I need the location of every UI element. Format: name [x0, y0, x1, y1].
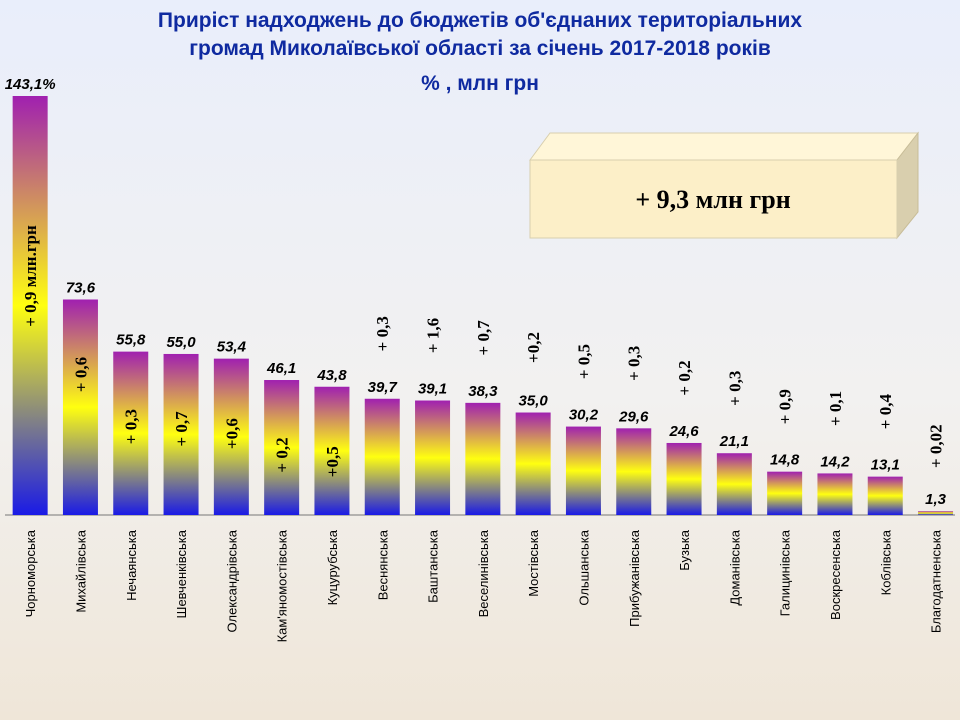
x-tick-label: Ольшанська: [576, 529, 591, 605]
value-label: 43,8: [316, 367, 347, 384]
x-tick-label: Михайлівська: [73, 529, 88, 612]
increase-label: + 0,02: [927, 424, 946, 468]
increase-label: + 0,5: [574, 344, 593, 379]
increase-label: + 0,2: [675, 360, 694, 395]
x-tick-label: Баштанська: [426, 529, 441, 603]
increase-label: + 0,2: [273, 437, 292, 472]
increase-label: + 0,3: [725, 371, 744, 406]
x-tick-label: Коблівська: [878, 529, 893, 595]
bar: [264, 380, 300, 515]
value-label: 29,6: [618, 408, 649, 425]
increase-label: +0,5: [323, 446, 342, 477]
bar: [113, 351, 149, 515]
bar: [415, 400, 451, 515]
bar: [515, 412, 551, 515]
bar: [62, 299, 98, 515]
value-label: 38,3: [468, 383, 498, 400]
value-label: 53,4: [217, 339, 247, 356]
increase-label: + 0,1: [826, 391, 845, 426]
x-tick-label: Олександрівська: [224, 529, 239, 632]
x-tick-label: Веселинівська: [476, 529, 491, 617]
increase-label: + 0,3: [373, 316, 392, 351]
x-tick-label: Воскресенська: [828, 529, 843, 620]
bar: [616, 428, 652, 515]
bar: [716, 453, 752, 515]
bar: [767, 471, 803, 515]
value-label: 1,3: [925, 491, 947, 508]
value-label: 143,1%: [5, 76, 56, 93]
bar: [918, 511, 954, 515]
value-label: 35,0: [519, 393, 549, 410]
increase-label: +0,6: [222, 418, 241, 449]
increase-label: +0,2: [524, 332, 543, 363]
x-tick-label: Доманівська: [727, 529, 742, 605]
bar: [12, 96, 48, 515]
bar: [314, 386, 350, 515]
value-label: 21,1: [719, 433, 749, 450]
x-tick-label: Благодатненська: [929, 529, 944, 633]
value-label: 46,1: [266, 360, 296, 377]
x-tick-label: Бузька: [677, 529, 692, 570]
x-tick-label: Веснянська: [375, 529, 390, 600]
x-tick-label: Шевченківська: [174, 529, 189, 618]
increase-label: + 0,3: [625, 346, 644, 381]
value-label: 39,7: [368, 379, 398, 396]
bar: [565, 426, 601, 515]
x-tick-label: Галицинівська: [778, 529, 793, 616]
value-label: 24,6: [668, 423, 699, 440]
increase-label: + 0,3: [122, 409, 141, 444]
increase-label: + 0,4: [876, 394, 895, 430]
total-label: + 9,3 млн грн: [635, 185, 790, 214]
chart-subtitle: % , млн грн: [421, 72, 539, 95]
value-label: 14,8: [770, 452, 800, 469]
total-box: + 9,3 млн грн: [529, 131, 920, 240]
increase-label: + 0,9 млн.грн: [21, 225, 40, 327]
bar: [867, 476, 903, 515]
chart-title: Приріст надходжень до бюджетів об'єднани…: [158, 9, 802, 60]
bar: [817, 473, 853, 515]
value-label: 30,2: [569, 407, 599, 424]
increase-label: + 0,6: [71, 357, 90, 392]
increase-label: + 1,6: [424, 318, 443, 353]
bar: [465, 402, 501, 515]
x-tick-label: Чорноморська: [23, 529, 38, 617]
increase-label: + 0,7: [474, 320, 493, 356]
value-label: 73,6: [66, 279, 96, 296]
value-label: 55,8: [116, 332, 146, 349]
value-label: 13,1: [871, 457, 900, 474]
bar: [213, 358, 249, 515]
bar: [163, 353, 199, 515]
x-tick-label: Мостівська: [526, 529, 541, 597]
increase-label: + 0,9: [776, 389, 795, 424]
x-tick-label: Нечаянська: [124, 529, 139, 601]
bar: [364, 398, 400, 515]
x-tick-label: Куцурубська: [325, 529, 340, 605]
value-label: 39,1: [418, 381, 447, 398]
value-label: 55,0: [166, 334, 196, 351]
bar: [666, 442, 702, 515]
increase-label: + 0,7: [172, 411, 191, 447]
x-tick-label: Кам'яномостівська: [275, 529, 290, 642]
value-label: 14,2: [820, 453, 850, 470]
x-tick-label: Прибужанівська: [627, 529, 642, 627]
